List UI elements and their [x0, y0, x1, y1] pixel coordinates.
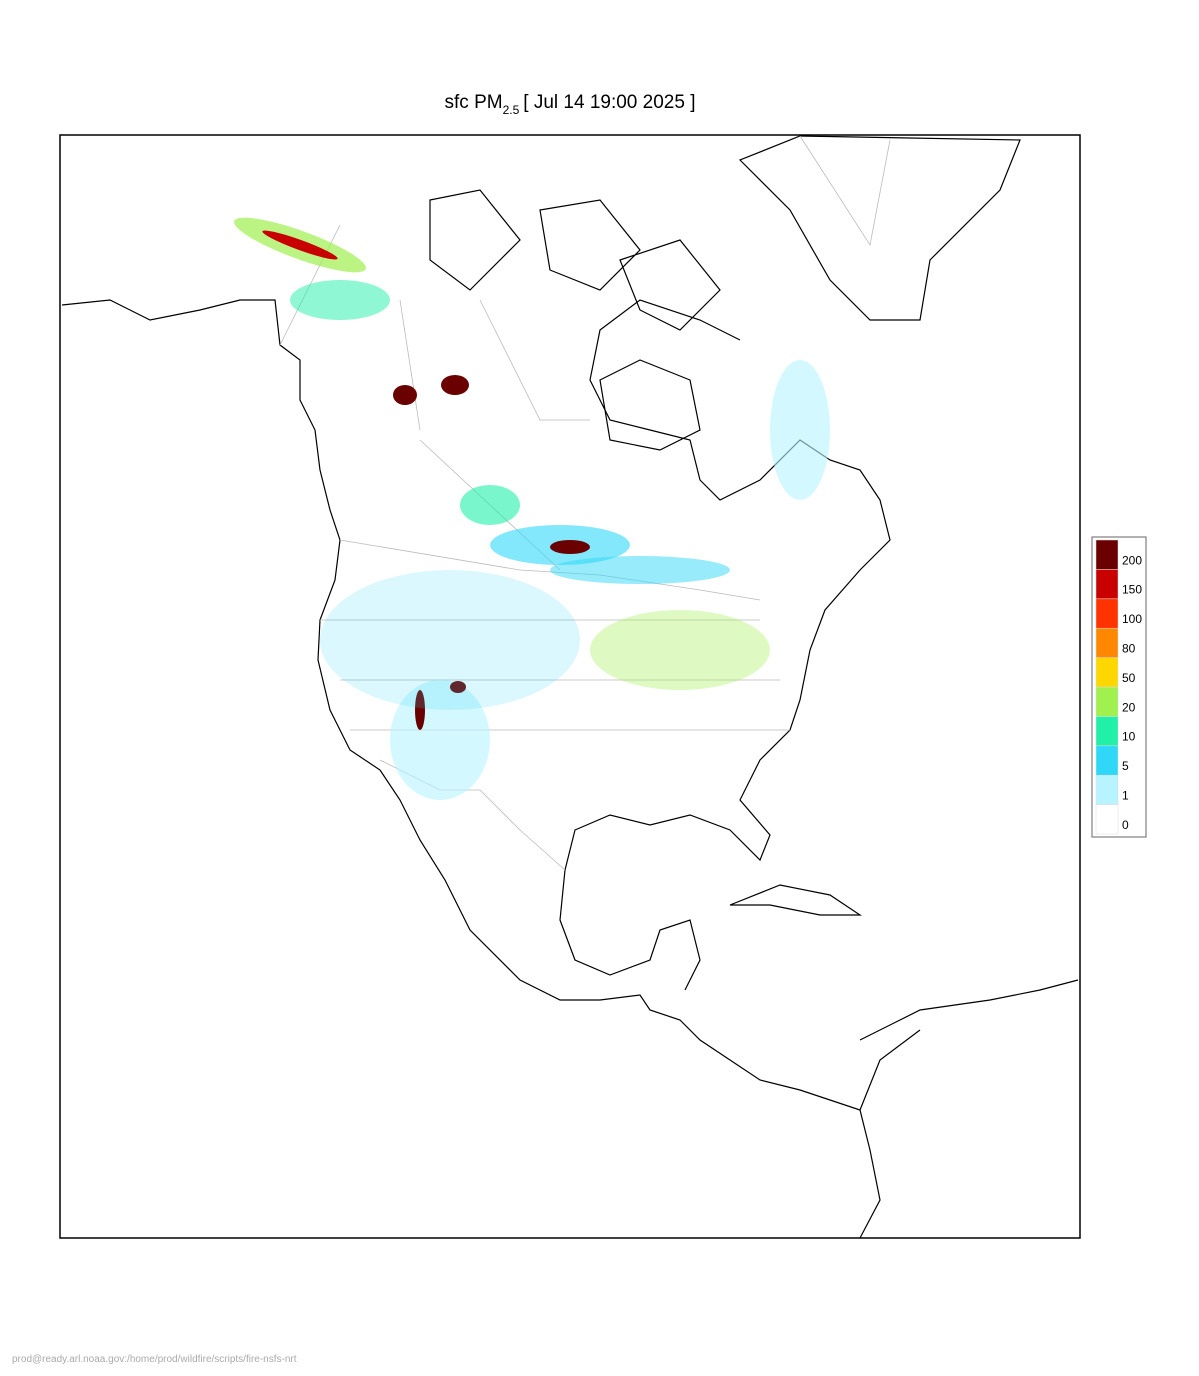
legend-swatch [1095, 716, 1119, 747]
footer: prod@ready.arl.noaa.gov:/home/prod/wildf… [12, 1354, 297, 1365]
legend-swatch [1095, 745, 1119, 776]
legend-swatch [1095, 804, 1119, 835]
legend-swatch [1095, 627, 1119, 658]
legend-swatch [1095, 774, 1119, 805]
title-prefix: sfc PM [445, 92, 503, 113]
coastline [564, 299, 891, 871]
legend-label: 1 [1122, 789, 1129, 803]
title-subscript: 2.5 [503, 103, 520, 117]
legend-label: 10 [1122, 730, 1136, 744]
map-frame [59, 134, 1081, 1239]
arctic-islands [429, 189, 721, 451]
legend-swatch [1095, 569, 1119, 600]
legend-label: 80 [1122, 642, 1136, 656]
legend-label: 150 [1122, 583, 1142, 597]
greenland [738, 135, 1021, 321]
smoke-plumes [234, 217, 830, 800]
title-suffix: [ Jul 14 19:00 2025 ] [523, 92, 695, 113]
legend-label: 0 [1122, 818, 1129, 832]
map-title: sfc PM2.5[ Jul 14 19:00 2025 ] [445, 92, 696, 117]
legend-label: 100 [1122, 612, 1142, 626]
legend-swatch [1095, 686, 1119, 717]
cuba [729, 884, 862, 916]
coastline [559, 869, 701, 991]
map-area [59, 134, 1081, 1239]
legend-swatch [1095, 598, 1119, 629]
legend-swatch [1095, 657, 1119, 688]
legend-label: 50 [1122, 671, 1136, 685]
coastline [61, 299, 881, 1239]
legend-label: 20 [1122, 700, 1136, 714]
legend-label: 5 [1122, 759, 1129, 773]
borders [279, 135, 891, 871]
legend: 0 1 5 10 20 50 80 100 150 200 [1095, 539, 1142, 835]
legend-swatch [1095, 539, 1119, 570]
south-america [859, 979, 1079, 1111]
legend-label: 200 [1122, 553, 1142, 567]
